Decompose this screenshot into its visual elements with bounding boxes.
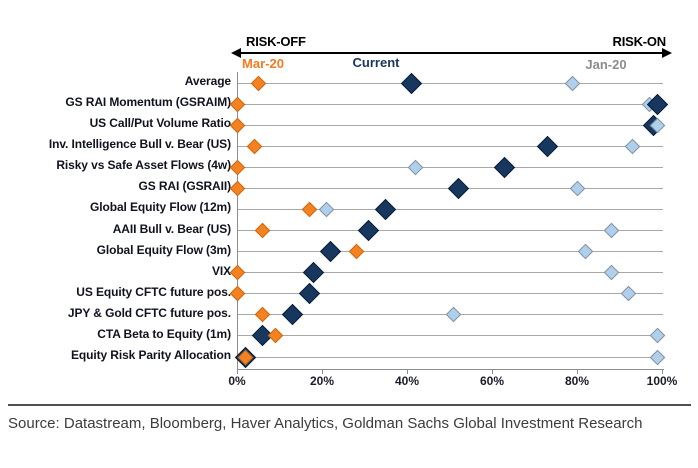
y-axis-line [237,72,238,369]
gridline [237,335,663,337]
footer-divider [8,404,691,406]
category-label: Global Equity Flow (3m) [96,242,231,257]
data-point-current [298,283,320,305]
data-point-jan20 [569,180,585,197]
x-tick-label: 0% [228,374,246,388]
data-point-current [536,135,558,157]
category-label: Risky vs Safe Asset Flows (4w) [56,158,231,173]
category-label: VIX [211,263,231,278]
data-point-mar20 [250,75,267,91]
x-tick-label: 40% [394,374,420,388]
data-point-jan20 [445,307,462,323]
x-tick [577,370,578,374]
x-tick-label: 100% [646,374,678,388]
risk-axis-arrow-line [240,52,663,54]
x-tick-label: 80% [564,374,590,388]
gridline [237,145,663,147]
gridline [237,82,663,84]
data-point-current [494,156,516,178]
gridline [237,272,663,274]
data-point-current [358,219,380,242]
data-point-current [302,262,325,284]
x-tick [322,370,323,374]
data-point-current [319,241,342,263]
data-point-current [375,198,397,221]
data-point-jan20 [603,222,619,239]
data-point-mar20 [254,222,271,239]
data-point-mar20 [246,138,262,155]
x-tick [662,370,663,374]
gridline [237,208,663,210]
legend-jan20: Jan-20 [585,57,627,72]
data-point-jan20 [624,138,641,155]
x-tick [407,370,408,374]
category-label: AAII Bull v. Bear (US) [112,221,231,236]
data-point-jan20 [318,201,335,218]
category-label: Equity Risk Parity Allocation [70,348,231,363]
x-tick [492,370,493,374]
data-point-current [400,72,422,94]
x-tick-label: 20% [309,374,335,388]
data-point-mar20 [229,264,245,281]
risk-off-label: RISK-OFF [246,34,306,49]
data-point-mar20 [348,243,364,260]
data-point-jan20 [407,159,424,176]
gridline [237,166,663,168]
data-point-jan20 [620,286,636,302]
risk-on-label: RISK-ON [612,34,667,49]
x-tick [237,370,238,374]
x-axis-line [237,369,664,370]
category-label: Inv. Intelligence Bull v. Bear (US) [48,137,231,152]
data-point-mar20 [229,159,245,176]
data-point-mar20 [229,117,245,133]
source-attribution: Source: Datastream, Bloomberg, Haver Ana… [8,415,643,432]
category-label: Average [184,74,231,88]
data-point-jan20 [603,264,619,281]
category-label: CTA Beta to Equity (1m) [97,326,231,341]
data-point-current [281,304,303,326]
category-label: GS RAI (GSRAII) [138,179,231,194]
data-point-mar20 [301,201,318,218]
gridline [237,356,663,358]
gridline [237,251,663,253]
data-point-jan20 [649,349,666,365]
category-label: JPY & Gold CFTC future pos. [67,305,231,320]
legend-mar20: Mar-20 [242,56,284,71]
category-label: US Equity CFTC future pos. [76,284,231,299]
gridline [237,293,663,295]
data-point-mar20 [267,328,284,344]
data-point-jan20 [577,243,594,260]
arrow-right-icon [662,48,672,58]
category-label: US Call/Put Volume Ratio [89,116,232,131]
x-tick-label: 60% [479,374,505,388]
data-point-jan20 [564,75,581,91]
legend-current: Current [352,55,400,70]
data-point-mar20 [229,96,245,112]
data-point-mar20 [229,180,245,197]
arrow-left-icon [231,48,241,58]
category-label: GS RAI Momentum (GSRAIM) [65,95,231,110]
data-point-jan20 [649,328,666,344]
data-point-mar20 [229,286,245,302]
gridline [237,103,663,105]
category-label: Global Equity Flow (12m) [90,200,231,215]
gridline [237,230,663,232]
data-point-mar20 [254,307,271,323]
data-point-current [447,177,469,199]
gridline [237,124,663,126]
